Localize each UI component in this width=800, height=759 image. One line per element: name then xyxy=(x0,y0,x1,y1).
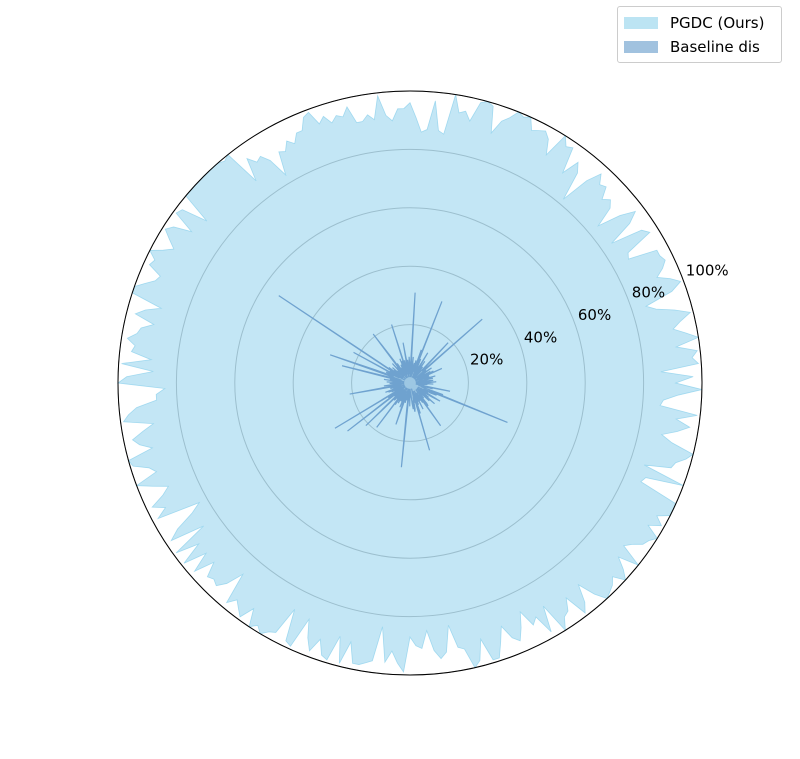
r-tick-label-2: 60% xyxy=(578,306,611,324)
legend-swatch-baseline xyxy=(624,41,658,53)
r-tick-label-3: 80% xyxy=(632,284,665,302)
series-baseline-area xyxy=(278,292,508,468)
legend-item-baseline: Baseline dis xyxy=(624,37,760,57)
r-tick-label-1: 40% xyxy=(524,328,557,346)
legend-label-pgdc: PGDC (Ours) xyxy=(670,14,765,32)
radial-tick-labels: 20% 40% 60% 80% 100% xyxy=(470,261,729,368)
polar-frame xyxy=(117,90,703,676)
series-layer xyxy=(116,94,703,674)
legend-swatch-pgdc xyxy=(624,17,658,29)
legend: PGDC (Ours) Baseline dis xyxy=(617,6,782,63)
legend-item-pgdc: PGDC (Ours) xyxy=(624,13,764,33)
r-tick-label-0: 20% xyxy=(470,351,503,369)
legend-label-baseline: Baseline dis xyxy=(670,38,760,56)
r-tick-label-4: 100% xyxy=(686,261,729,279)
